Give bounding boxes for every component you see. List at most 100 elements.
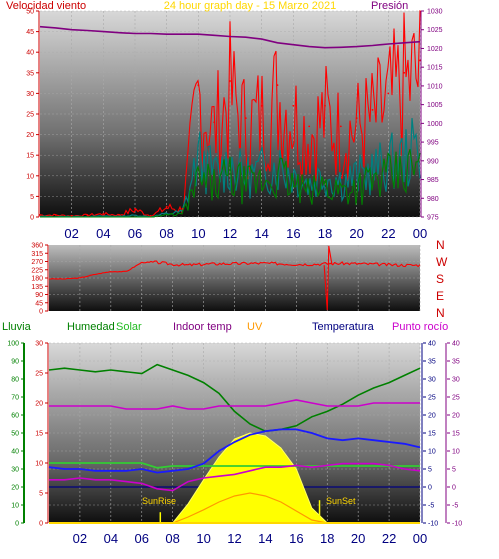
temperature-hour-labels: 02 04 06 08 10 12 14 16 18 20 22 00 [73,531,428,546]
dewpoint-right-tick-label: 15 [452,431,460,438]
wind-tick-label: 0 [30,215,34,222]
solar-green-line [49,462,420,469]
solar-tick-label: 25 [35,371,43,378]
dewpoint-right-tick-label: 20 [452,413,460,420]
solar-tick-label: 10 [35,461,43,468]
pressure-tick-label: 1010 [427,83,443,90]
rain-tick-label: 0 [15,521,19,528]
wind-gust-point [86,214,89,216]
pressure-line [39,25,421,49]
hour-label: 06 [128,226,142,241]
pressure-tick-label: 975 [427,215,439,222]
dewpoint-right-tick-label: -5 [452,503,458,510]
direction-tick-label: 90 [35,292,43,299]
hour-label: 14 [258,531,272,546]
solar-tick-label: 30 [35,341,43,348]
wind-series [39,10,421,218]
hour-label: 18 [320,531,334,546]
wind-gust-point [70,214,73,217]
wind-gust-point [244,117,247,120]
temp-right-tick-label: -5 [428,503,434,510]
wind-gust-point [213,121,216,124]
solar-tick-label: 15 [35,431,43,438]
hour-label: 16 [289,531,303,546]
sunrise-label: SunRise [142,496,176,506]
temperature-series [48,363,421,524]
solar-tick-label: 0 [39,521,43,528]
direction-tick-label: 180 [31,276,43,283]
hour-label: 20 [351,531,365,546]
temp-right-tick-label: 30 [428,377,436,384]
rain-tick-label: 60 [11,413,19,420]
humidity-label: Humedad [67,321,115,333]
wind-tick-label: 20 [26,132,34,139]
wind-gust-point [181,207,184,210]
compass-letter: W [436,255,448,269]
rain-tick-label: 10 [11,503,19,510]
dewpoint-right-tick-label: -10 [452,521,462,528]
indoor-temp-label: Indoor temp [173,321,232,333]
hour-label: 12 [227,531,241,546]
pressure-tick-label: 995 [427,140,439,147]
temp-right-tick-label: 5 [428,467,432,474]
pressure-tick-label: 985 [427,177,439,184]
compass-letter: N [436,238,445,252]
wind-gust-point [292,104,295,107]
dewpoint-right-tick-label: 35 [452,359,460,366]
hour-label: 06 [135,531,149,546]
compass-letter: E [436,289,444,303]
wind-hour-labels: 02 04 06 08 10 12 14 16 18 20 22 00 [64,226,427,241]
pressure-tick-label: 990 [427,158,439,165]
wind-tick-label: 50 [26,9,34,16]
pressure-axis-label: Presión [371,0,408,12]
wind-left-ticks: 0 5 10 15 20 25 30 35 40 45 50 [26,9,39,222]
hour-label: 04 [96,226,110,241]
hour-label: 18 [318,226,332,241]
rain-tick-label: 100 [7,341,19,348]
rain-tick-label: 20 [11,485,19,492]
temp-right-tick-label: -10 [428,521,438,528]
solar-tick-label: 5 [39,491,43,498]
uv-label: UV [247,321,263,333]
chart-title: 24 hour graph day - 15 Marzo 2021 [164,0,336,12]
sunset-label: SunSet [326,496,356,506]
wind-gust-point [39,214,41,216]
dewpoint-label: Punto rocío [392,321,448,333]
hour-label: 08 [159,226,173,241]
wind-gust-point [403,71,406,74]
temp-right-tick-label: 25 [428,395,436,402]
direction-tick-label: 45 [35,300,43,307]
wind-gust-point [165,205,168,208]
hour-label: 00 [413,226,427,241]
pressure-tick-label: 1030 [427,9,443,16]
dewpoint-right-tick-label: 30 [452,377,460,384]
dewpoint-right-tick-label: 10 [452,449,460,456]
wind-low-line [40,149,421,218]
temp-right-tick-label: 10 [428,449,436,456]
direction-tick-label: 315 [31,251,43,258]
wind-gust-point [371,108,374,111]
wind-tick-label: 35 [26,70,34,77]
pressure-tick-label: 1005 [427,102,443,109]
hour-label: 12 [223,226,237,241]
wind-gust-point [339,125,342,128]
temp-right-tick-label: 0 [428,485,432,492]
wind-gust-point [149,214,152,217]
dewpoint-right-tick-label: 0 [452,485,456,492]
hour-label: 10 [191,226,205,241]
pressure-tick-label: 1020 [427,46,443,53]
wind-tick-label: 15 [26,153,34,160]
hour-label: 04 [104,531,118,546]
wind-tick-label: 10 [26,173,34,180]
direction-tick-label: 135 [31,284,43,291]
hour-label: 22 [382,531,396,546]
hour-label: 00 [413,531,427,546]
wind-tick-label: 40 [26,50,34,57]
wind-direction-spike [323,245,333,311]
wind-direction-line [48,260,421,280]
